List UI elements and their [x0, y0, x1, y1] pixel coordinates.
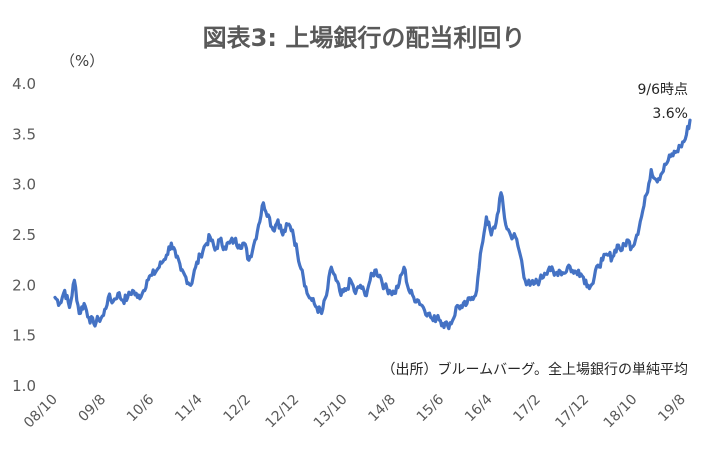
y-tick-label: 1.0 [12, 377, 36, 395]
x-tick-label: 18/10 [601, 392, 641, 432]
x-axis-ticks: 08/10 09/8 10/6 11/4 12/2 12/12 13/10 14/8 15/6 1… [21, 391, 689, 431]
source-note: （出所）ブルームバーグ。全上場銀行の単純平均 [382, 361, 688, 378]
x-tick-label: 09/8 [76, 392, 110, 426]
annotation-value-label: 3.6% [652, 106, 688, 122]
y-axis-unit-label: （%） [60, 52, 104, 70]
x-tick-label: 12/12 [263, 392, 303, 432]
x-tick-label: 11/4 [172, 391, 206, 425]
chart-title: 図表3: 上場銀行の配当利回り [203, 24, 526, 52]
y-axis-ticks: 1.0 1.5 2.0 2.5 3.0 3.5 4.0 [12, 75, 36, 395]
y-tick-label: 3.5 [12, 125, 36, 143]
annotation-date-label: 9/6時点 [637, 82, 688, 98]
y-tick-label: 3.0 [12, 176, 36, 194]
y-tick-label: 2.5 [12, 226, 36, 244]
x-tick-label: 12/2 [221, 392, 255, 426]
x-tick-label: 14/8 [365, 392, 399, 426]
x-tick-label: 10/6 [124, 391, 158, 425]
x-tick-label: 17/12 [552, 392, 592, 432]
y-tick-label: 4.0 [12, 75, 36, 93]
x-tick-label: 19/8 [655, 392, 689, 426]
series-line-dividend-yield [53, 118, 692, 331]
x-tick-label: 08/10 [21, 392, 61, 432]
x-tick-label: 15/6 [414, 391, 448, 425]
x-tick-label: 13/10 [311, 392, 351, 432]
y-tick-label: 2.0 [12, 276, 36, 294]
x-tick-label: 16/4 [462, 391, 496, 425]
x-tick-label: 17/2 [510, 392, 544, 426]
y-tick-label: 1.5 [12, 327, 36, 345]
